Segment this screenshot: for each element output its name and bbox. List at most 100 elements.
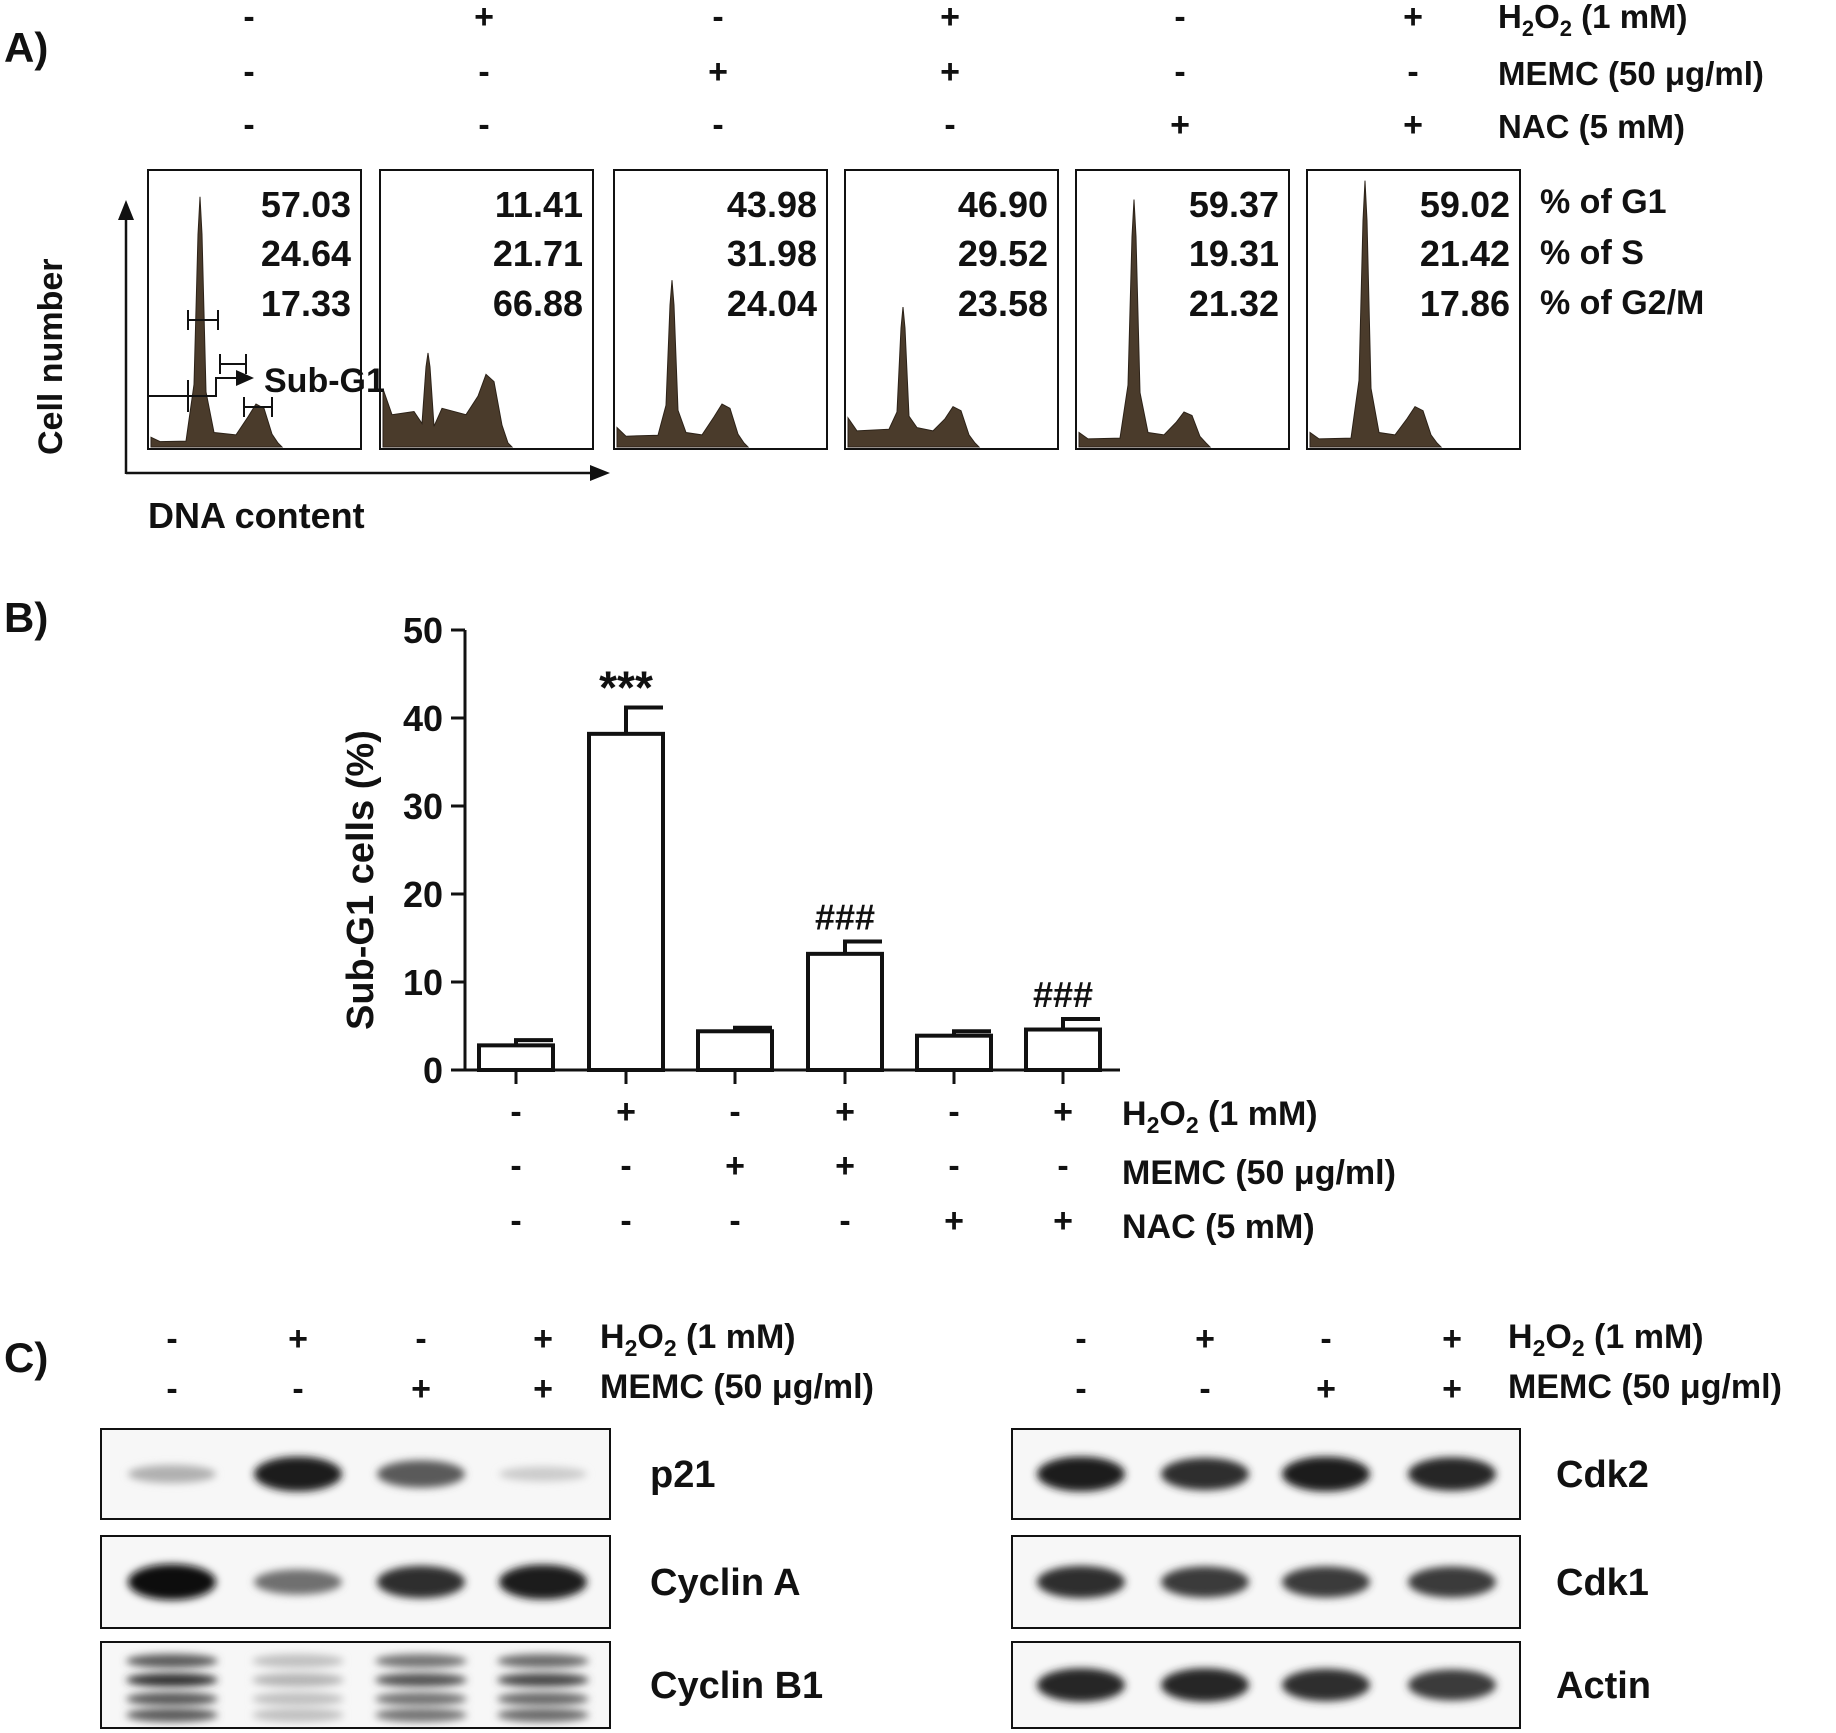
blot-right-h2o2-sign: + bbox=[1442, 1320, 1462, 1358]
panel-a-histograms: 57.03 24.64 17.33 11.41 21.71 66.88 43.98 31.98… bbox=[147, 169, 1521, 450]
blot-band bbox=[126, 1654, 218, 1668]
histogram-distribution bbox=[150, 196, 284, 448]
phase-percent-s: 21.42 bbox=[1420, 233, 1510, 274]
blot-band bbox=[1037, 1456, 1125, 1492]
panel-a-nac-sign: - bbox=[712, 106, 723, 144]
y-tick-label: 10 bbox=[403, 962, 443, 1003]
panel-a-h2o2-sign: + bbox=[940, 0, 960, 36]
blot-left-memc-sign: + bbox=[533, 1370, 553, 1408]
blot-right-condition-grid: - + - + - - + + bbox=[1075, 1320, 1462, 1408]
blot-band bbox=[254, 1569, 342, 1595]
histogram-frame bbox=[613, 169, 828, 450]
panel-a-h2o2-sign: - bbox=[712, 0, 723, 36]
blot-left-memc-sign: + bbox=[411, 1370, 431, 1408]
panel-a-nac-sign: - bbox=[944, 106, 955, 144]
phase-percent-g2m: 21.32 bbox=[1189, 283, 1279, 324]
panel-b-memc-sign: - bbox=[620, 1147, 631, 1185]
blot-cyclin-a: Cyclin A bbox=[100, 1535, 801, 1629]
phase-percent-s: 24.64 bbox=[261, 233, 351, 274]
blot-band bbox=[1408, 1669, 1496, 1701]
panel-b-h2o2-sign: - bbox=[729, 1093, 740, 1131]
panel-c-left-label-memc: MEMC (50 μg/ml) bbox=[600, 1368, 874, 1406]
panel-b-nac-sign: - bbox=[620, 1202, 631, 1240]
blot-p21: p21 bbox=[100, 1428, 715, 1520]
bar bbox=[696, 1029, 774, 1073]
sub-g1-arrow bbox=[236, 370, 254, 386]
phase-percent-g1: 46.90 bbox=[958, 184, 1048, 225]
bar bbox=[587, 731, 665, 1073]
panel-b-h2o2-sign: + bbox=[616, 1093, 636, 1131]
blot-band bbox=[375, 1708, 467, 1722]
histogram-4: 46.90 29.52 23.58 bbox=[844, 169, 1059, 450]
sub-g1-gate bbox=[148, 310, 273, 417]
histogram-6: 59.02 21.42 17.86 bbox=[1306, 169, 1521, 450]
panel-a-y-label: Cell number bbox=[32, 259, 70, 455]
blot-band bbox=[128, 1465, 216, 1483]
bar bbox=[915, 1033, 993, 1073]
blot-cdk1: Cdk1 bbox=[1011, 1535, 1649, 1629]
panel-c: C) - + - + - - + + - + - + - - + + H2O2 (1 mM) MEMC (5… bbox=[4, 1318, 1782, 1729]
panel-a-memc-sign: + bbox=[708, 53, 728, 91]
panel-a-label-h2o2: H2O2 (1 mM) bbox=[1498, 0, 1688, 41]
blot-label: Cdk1 bbox=[1556, 1562, 1649, 1604]
panel-a-nac-sign: - bbox=[243, 106, 254, 144]
blot-left-memc-sign: - bbox=[292, 1370, 303, 1408]
histogram-distribution bbox=[847, 307, 981, 448]
panel-letter-c: C) bbox=[4, 1334, 48, 1381]
blot-band bbox=[497, 1708, 589, 1722]
blot-band bbox=[1037, 1565, 1125, 1599]
blot-band bbox=[1282, 1668, 1370, 1702]
panel-a-memc-sign: - bbox=[1407, 53, 1418, 91]
bar-chart-y-label: Sub-G1 cells (%) bbox=[340, 730, 382, 1030]
panel-letter-b: B) bbox=[4, 594, 48, 641]
blot-left-memc-sign: - bbox=[166, 1370, 177, 1408]
panel-a-memc-sign: - bbox=[243, 53, 254, 91]
blot-left-h2o2-sign: - bbox=[415, 1320, 426, 1358]
y-tick-label: 50 bbox=[403, 610, 443, 651]
panel-b-label-memc: MEMC (50 μg/ml) bbox=[1122, 1154, 1396, 1192]
blot-cyclin-b1: Cyclin B1 bbox=[100, 1641, 823, 1729]
panel-b-memc-sign: - bbox=[948, 1147, 959, 1185]
phase-percent-s: 21.71 bbox=[493, 233, 583, 274]
phase-percent-g1: 59.37 bbox=[1189, 184, 1279, 225]
phase-percent-g2m: 24.04 bbox=[727, 283, 817, 324]
histogram-distribution bbox=[1309, 180, 1443, 448]
bar bbox=[806, 951, 884, 1073]
panel-a-h2o2-sign: + bbox=[1403, 0, 1423, 36]
panel-a-nac-sign: + bbox=[1170, 106, 1190, 144]
panel-a-memc-sign: - bbox=[1174, 53, 1185, 91]
blot-label: Actin bbox=[1556, 1665, 1651, 1707]
phase-percent-s: 29.52 bbox=[958, 233, 1048, 274]
panel-b-h2o2-sign: - bbox=[510, 1093, 521, 1131]
phase-percent-g1: 59.02 bbox=[1420, 184, 1510, 225]
blot-label: Cyclin A bbox=[650, 1562, 801, 1604]
blot-right-memc-sign: - bbox=[1075, 1370, 1086, 1408]
blot-label: p21 bbox=[650, 1454, 715, 1496]
blot-right-h2o2-sign: + bbox=[1195, 1320, 1215, 1358]
y-tick-label: 0 bbox=[423, 1050, 443, 1091]
panel-b-nac-sign: - bbox=[839, 1202, 850, 1240]
panel-b-memc-sign: - bbox=[510, 1147, 521, 1185]
row-label-g2m: % of G2/M bbox=[1540, 284, 1704, 322]
blot-band bbox=[499, 1564, 587, 1600]
panel-a-label-memc: MEMC (50 μg/ml) bbox=[1498, 55, 1764, 92]
blot-left-condition-grid: - + - + - - + + bbox=[166, 1320, 553, 1408]
panel-b-nac-sign: - bbox=[510, 1202, 521, 1240]
histogram-distribution bbox=[382, 352, 514, 448]
histogram-distribution bbox=[616, 280, 750, 448]
panel-b-nac-sign: - bbox=[729, 1202, 740, 1240]
significance-marker: *** bbox=[599, 661, 653, 713]
blot-band bbox=[375, 1673, 467, 1687]
blot-band bbox=[252, 1692, 344, 1706]
histogram-frame bbox=[147, 169, 362, 450]
y-tick-label: 30 bbox=[403, 786, 443, 827]
panel-b-nac-sign: + bbox=[1053, 1202, 1073, 1240]
panel-a-label-nac: NAC (5 mM) bbox=[1498, 108, 1685, 145]
blot-actin: Actin bbox=[1011, 1641, 1651, 1729]
significance-marker: ### bbox=[815, 897, 875, 938]
bar-chart-axes: 0 10 20 30 40 50 bbox=[403, 610, 1120, 1091]
panel-a-h2o2-sign: - bbox=[243, 0, 254, 36]
panel-a-y-label-text: Cell number bbox=[32, 259, 70, 455]
blot-band bbox=[497, 1654, 589, 1668]
